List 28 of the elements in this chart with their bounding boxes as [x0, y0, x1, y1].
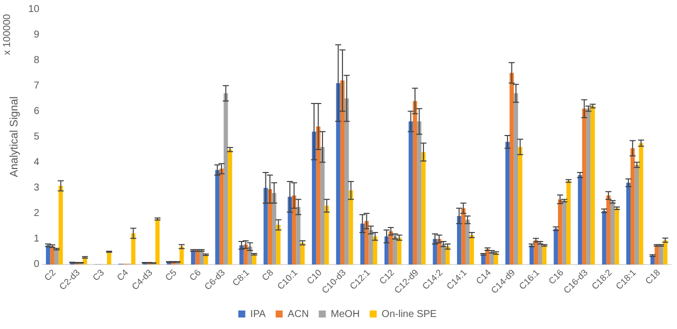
- y-axis-title: Analytical Signal: [8, 96, 21, 178]
- y-tick-label: 5: [34, 131, 40, 142]
- y-tick-label: 0: [34, 259, 40, 270]
- y-tick-label: 3: [34, 182, 40, 194]
- x-tick-label: C8: [260, 267, 276, 283]
- x-tick-label: C18: [643, 267, 662, 286]
- legend-label: On-line SPE: [382, 308, 438, 320]
- x-tick-label: C16: [546, 267, 566, 286]
- y-tick-label: 9: [34, 29, 40, 40]
- y-tick-label: 1: [34, 234, 40, 245]
- y-tick-label: 2: [34, 208, 40, 220]
- x-tick-label: C3: [90, 267, 106, 283]
- x-tick-label: C12: [377, 267, 396, 286]
- y-tick-label: 8: [34, 54, 40, 66]
- y-tick-label: 6: [34, 106, 40, 117]
- legend-label: IPA: [250, 308, 266, 320]
- x-tick-label: C5: [163, 267, 178, 283]
- x-tick-label: C4: [114, 267, 130, 283]
- y-tick-label: 4: [34, 157, 40, 168]
- x-tick-label: C10: [304, 267, 324, 286]
- x-tick-label: C6: [187, 267, 203, 283]
- legend-label: MeOH: [330, 308, 360, 320]
- y-tick-label: 10: [28, 4, 40, 15]
- x-tick-label: C14: [474, 267, 493, 286]
- x-tick-label: C2: [42, 267, 58, 283]
- legend-label: ACN: [288, 308, 309, 320]
- text: x 100000: [2, 14, 13, 56]
- y-tick-label: 7: [34, 80, 40, 92]
